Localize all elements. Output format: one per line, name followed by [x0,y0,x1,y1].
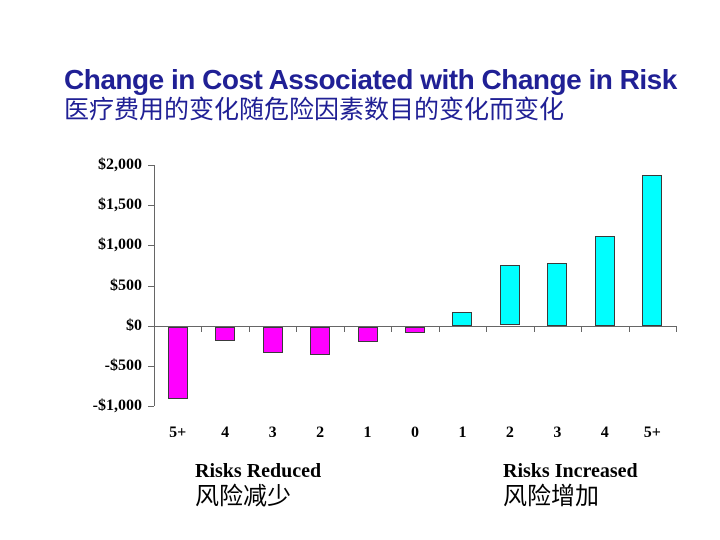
zero-axis-line [154,325,676,327]
xtick-mark [533,325,535,332]
bar-risks-increased-5plus [642,174,663,326]
ytick-mark [148,325,154,327]
ytick-label: $2,000 [98,156,142,173]
bar-risks-increased-1 [452,311,473,326]
x-category-label-risks-reduced-0: 0 [410,424,419,441]
ytick-mark [148,205,154,207]
x-category-label-risks-reduced-3: 3 [268,424,277,441]
xtick-mark [486,325,488,332]
x-category-label-risks-increased-4: 4 [600,424,609,441]
x-category-label-risks-increased-5plus: 5+ [643,424,661,441]
xtick-mark [201,325,203,332]
page-subtitle-chinese: 医疗费用的变化随危险因素数目的变化而变化 [64,97,565,124]
bar-risks-reduced-0 [405,326,425,333]
x-category-label-risks-increased-2: 2 [505,424,514,441]
ytick-label: $500 [110,276,142,294]
x-category-label-risks-increased-1: 1 [458,424,467,441]
bar-risks-reduced-2 [310,326,331,355]
title-block: Change in Cost Associated with Change in… [64,64,684,126]
x-category-label-risks-reduced-5plus: 5+ [169,424,187,441]
ytick-mark [148,365,154,367]
bar-risks-reduced-3 [262,326,283,353]
group-label-risks-increased: Risks Increased 风险增加 [503,459,638,511]
xtick-mark [296,325,298,332]
ytick-label: $0 [126,316,142,334]
xtick-mark [391,325,393,332]
ytick-mark [148,245,154,247]
bar-risks-reduced-5plus [167,326,188,399]
x-category-label-risks-reduced-1: 1 [363,424,372,441]
y-axis-line [154,165,155,406]
xtick-mark [438,325,440,332]
ytick-label: -$1,000 [92,397,142,414]
ytick-label: -$500 [104,356,142,374]
xtick-mark [676,325,677,332]
ytick-label: $1,500 [98,196,142,214]
group-label-risks-reduced: Risks Reduced 风险减少 [195,459,321,511]
bar-risks-increased-4 [594,235,615,326]
xtick-mark [628,325,630,332]
risks-reduced-label-en: Risks Reduced [195,460,322,482]
ytick-label: $1,000 [98,236,142,254]
x-category-label-risks-reduced-2: 2 [316,424,325,441]
x-category-label-risks-increased-3: 3 [553,424,562,441]
risks-increased-label-en: Risks Increased [503,460,638,482]
xtick-mark [343,325,345,332]
x-category-label-risks-reduced-4: 4 [221,424,230,441]
ytick-mark [148,406,154,407]
bar-risks-reduced-4 [215,326,236,341]
xtick-mark [154,325,155,332]
xtick-mark [248,325,250,332]
xtick-mark [581,325,583,332]
ytick-mark [148,285,154,287]
bar-risks-increased-3 [547,262,568,326]
bar-risks-increased-2 [499,265,520,326]
bar-risks-reduced-1 [357,326,378,342]
ytick-mark [148,165,154,166]
risks-reduced-label-zh: 风险减少 [195,484,291,510]
risks-increased-label-zh: 风险增加 [503,484,599,510]
page-title: Change in Cost Associated with Change in… [64,64,677,95]
